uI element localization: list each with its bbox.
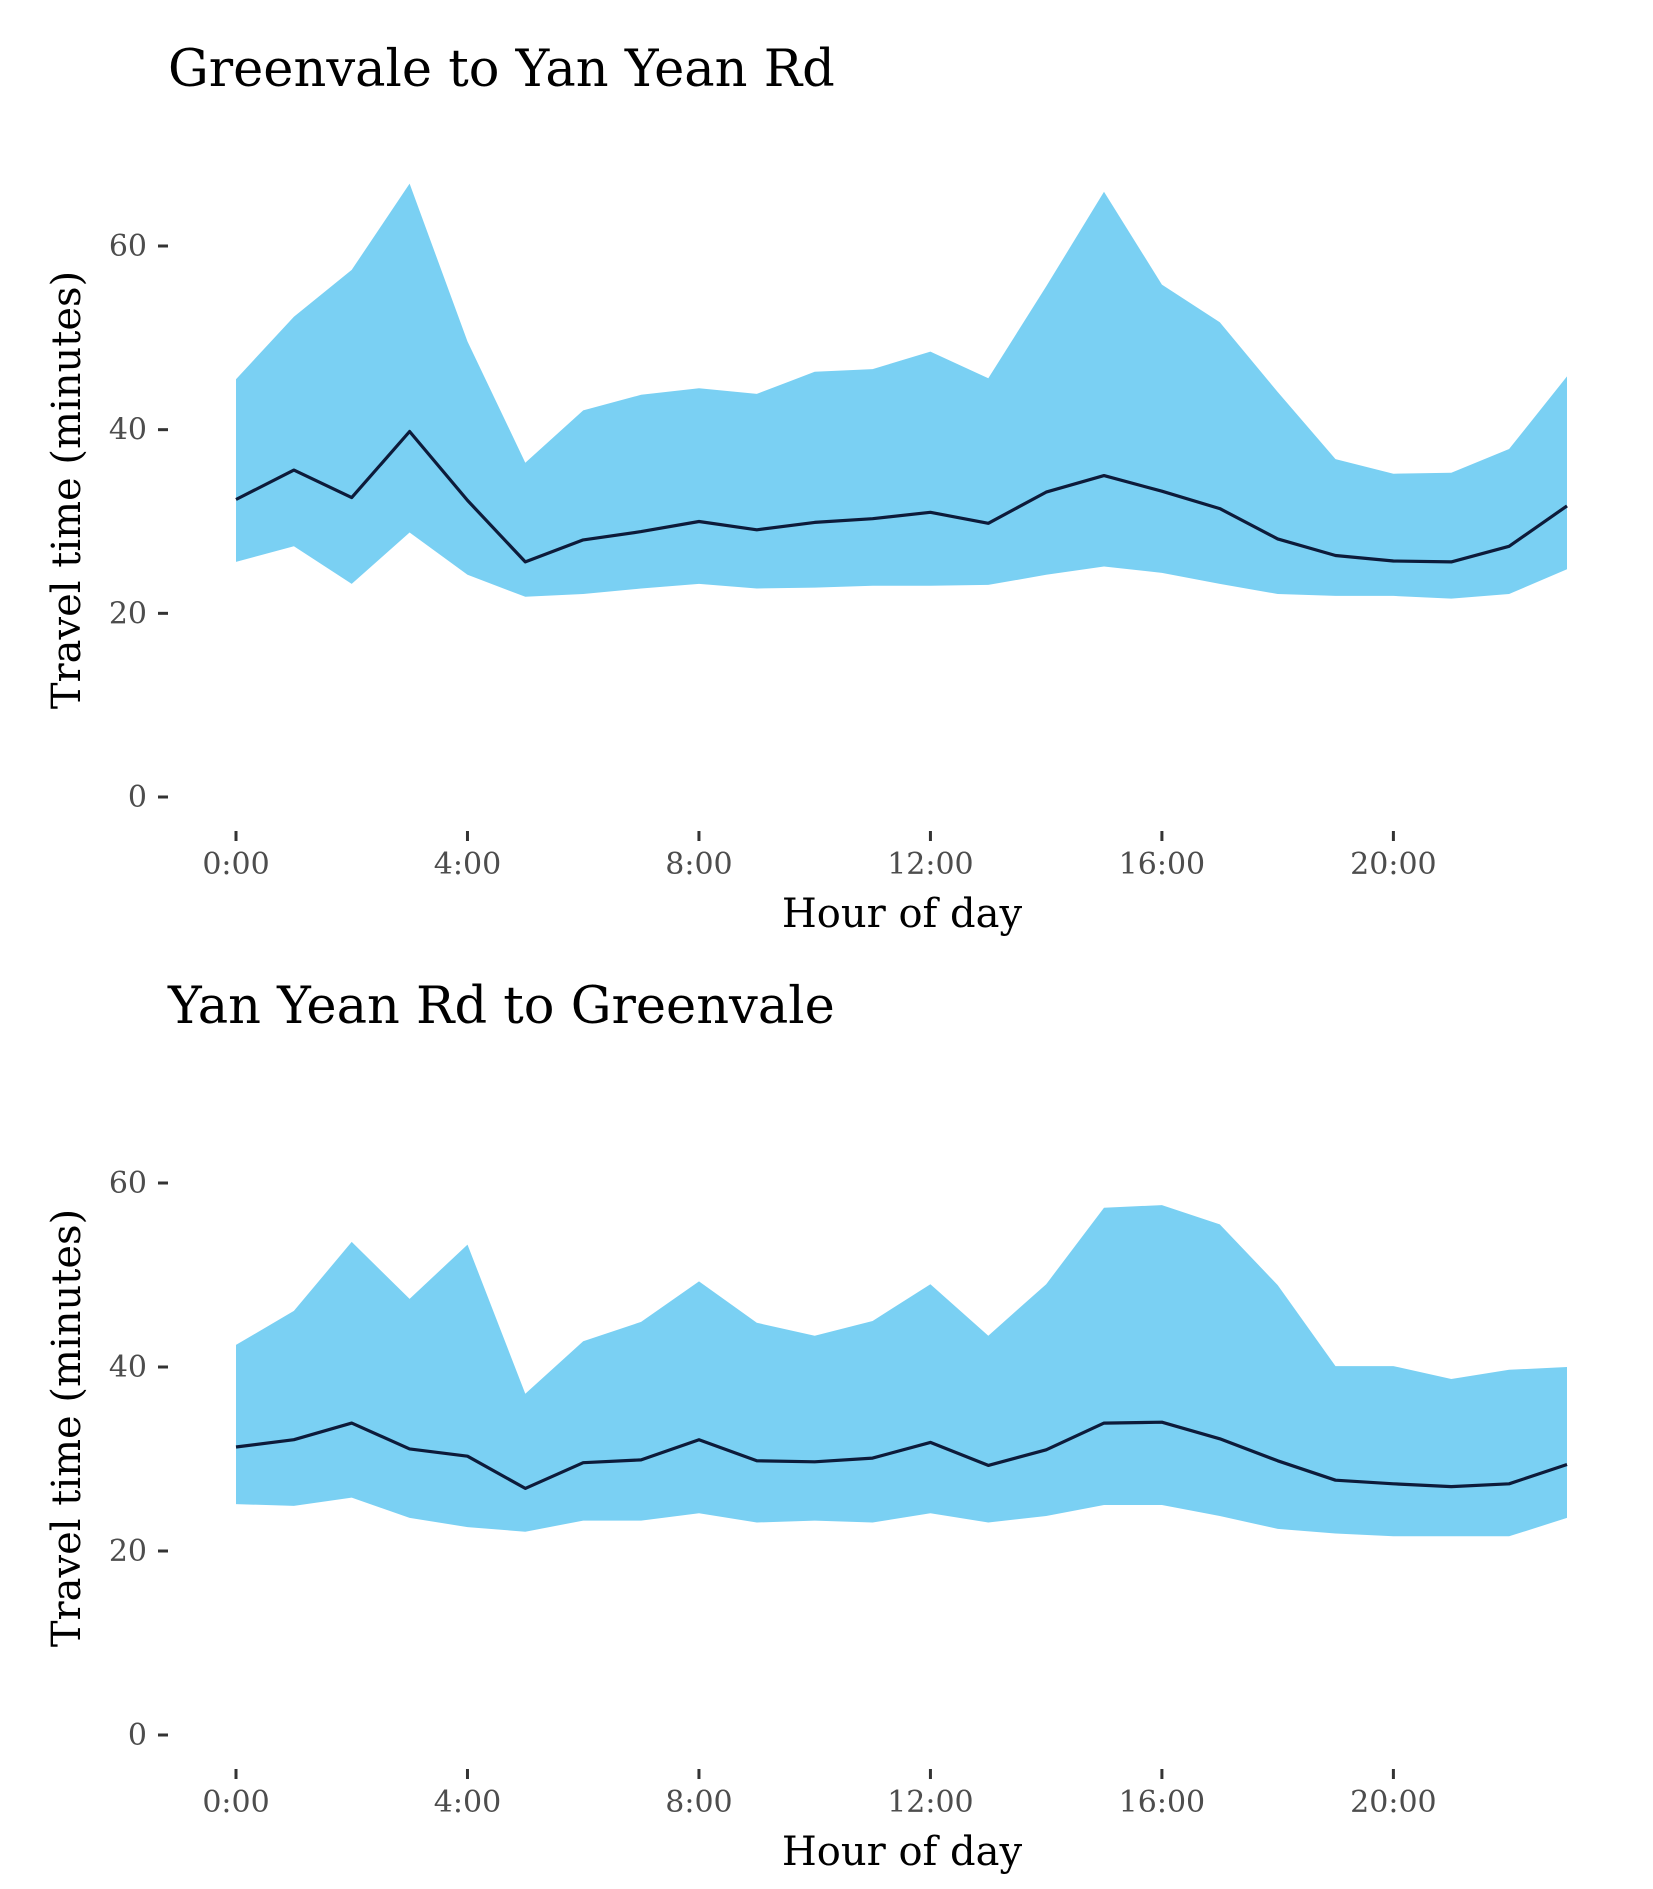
x-tick-label: 0:00 <box>202 847 269 882</box>
range-band <box>236 1205 1567 1537</box>
y-tick-label: 0 <box>128 1718 147 1753</box>
panel-yan-yean-to-greenvale: Yan Yean Rd to Greenvale Travel time (mi… <box>44 977 1568 1875</box>
chart-title: Greenvale to Yan Yean Rd <box>168 40 835 99</box>
x-tick-label: 20:00 <box>1350 847 1436 882</box>
panel-greenvale-to-yan-yean: Greenvale to Yan Yean Rd Travel time (mi… <box>44 40 1568 937</box>
y-tick-label: 20 <box>109 596 147 631</box>
y-tick-label: 0 <box>128 780 147 815</box>
x-axis-title: Hour of day <box>782 1829 1023 1875</box>
plot-area: 0 20 40 60 0:00 4:00 8:00 12:00 16:00 20:00 <box>109 183 1568 882</box>
x-tick-label: 8:00 <box>665 847 732 882</box>
range-band <box>236 183 1567 599</box>
plot-area: 0 20 40 60 0:00 4:00 8:00 12:00 16:00 20:00 <box>109 1166 1568 1820</box>
x-tick-label: 12:00 <box>887 1785 973 1820</box>
x-axis-title: Hour of day <box>782 891 1023 937</box>
x-tick-label: 4:00 <box>434 1785 501 1820</box>
x-tick-label: 12:00 <box>887 847 973 882</box>
y-axis-title: Travel time (minutes) <box>44 271 90 709</box>
y-axis-title: Travel time (minutes) <box>44 1209 90 1647</box>
x-tick-label: 0:00 <box>202 1785 269 1820</box>
y-tick-label: 40 <box>109 413 147 448</box>
y-tick-label: 60 <box>109 229 147 264</box>
median-line <box>235 1420 1568 1491</box>
y-tick-label: 20 <box>109 1534 147 1569</box>
chart-title: Yan Yean Rd to Greenvale <box>167 977 835 1036</box>
x-tick-label: 16:00 <box>1119 847 1205 882</box>
x-tick-label: 20:00 <box>1350 1785 1436 1820</box>
x-tick-label: 16:00 <box>1119 1785 1205 1820</box>
y-tick-label: 40 <box>109 1350 147 1385</box>
x-tick-label: 8:00 <box>665 1785 732 1820</box>
y-tick-label: 60 <box>109 1166 147 1201</box>
median-line <box>235 429 1568 564</box>
x-tick-label: 4:00 <box>434 847 501 882</box>
